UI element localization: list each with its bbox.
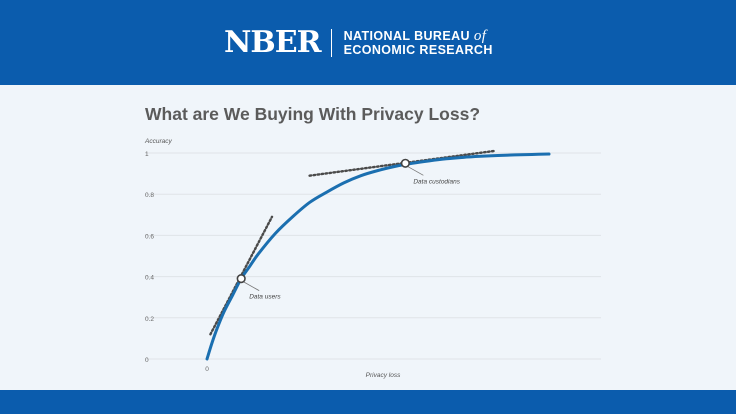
y-tick-label: 0 bbox=[145, 357, 149, 364]
nber-logo[interactable]: NBER NATIONAL BUREAU of ECONOMIC RESEARC… bbox=[224, 26, 493, 60]
y-tick-label: 0.4 bbox=[145, 275, 154, 282]
y-tick-label: 0.8 bbox=[145, 192, 154, 199]
logo-org-name: NATIONAL BUREAU of ECONOMIC RESEARCH bbox=[343, 28, 493, 58]
logo-org-line1: NATIONAL BUREAU bbox=[343, 29, 474, 43]
annotation-point bbox=[236, 274, 246, 284]
x-axis-label: Privacy loss bbox=[366, 372, 401, 379]
accuracy-curve bbox=[205, 152, 551, 361]
header-bar: NBER NATIONAL BUREAU of ECONOMIC RESEARC… bbox=[0, 0, 736, 85]
footer-bar bbox=[0, 390, 736, 414]
y-tick-label: 0.6 bbox=[145, 233, 154, 240]
x-tick-label: 0 bbox=[205, 366, 209, 373]
logo-org-line2: ECONOMIC RESEARCH bbox=[343, 43, 493, 57]
annotation-label: Data custodians bbox=[413, 178, 460, 185]
y-tick-label: 0.2 bbox=[145, 316, 154, 323]
chart-title: What are We Buying With Privacy Loss? bbox=[145, 104, 481, 124]
y-tick-label: 1 bbox=[145, 151, 149, 158]
annotation-leader bbox=[243, 281, 260, 292]
annotation-leader bbox=[407, 165, 424, 176]
logo-org-of: of bbox=[473, 28, 487, 44]
y-axis-label: Accuracy bbox=[144, 138, 172, 145]
annotation-point bbox=[400, 158, 410, 168]
logo-mark: NBER bbox=[224, 25, 322, 60]
logo-divider bbox=[330, 29, 332, 57]
annotation-label: Data users bbox=[249, 294, 281, 301]
